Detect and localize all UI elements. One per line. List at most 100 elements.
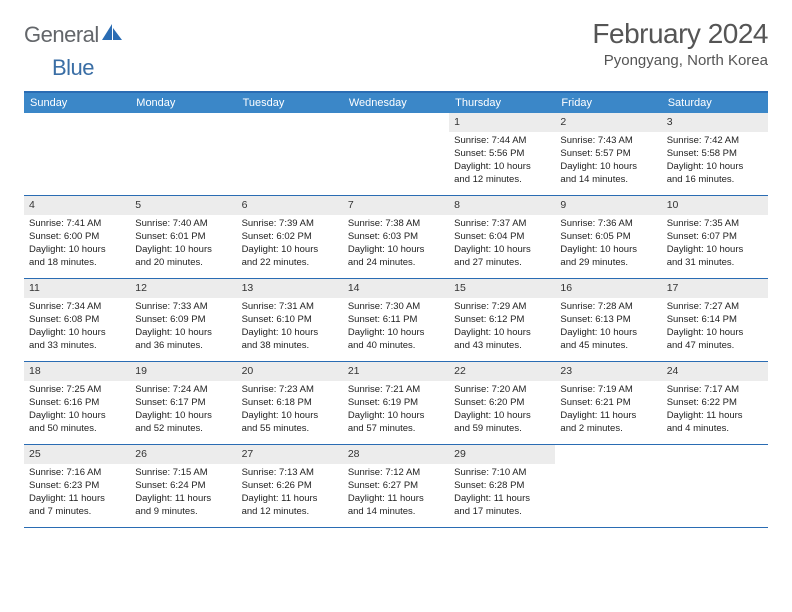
day-number: 24 bbox=[662, 362, 768, 381]
daylight2-text: and 22 minutes. bbox=[242, 257, 338, 269]
empty-cell bbox=[237, 113, 343, 195]
sunset-text: Sunset: 6:10 PM bbox=[242, 314, 338, 326]
day-number: 17 bbox=[662, 279, 768, 298]
sunrise-text: Sunrise: 7:25 AM bbox=[29, 384, 125, 396]
day-header-tuesday: Tuesday bbox=[237, 93, 343, 113]
sunset-text: Sunset: 6:07 PM bbox=[667, 231, 763, 243]
day-cell: 29Sunrise: 7:10 AMSunset: 6:28 PMDayligh… bbox=[449, 445, 555, 527]
day-details: Sunrise: 7:17 AMSunset: 6:22 PMDaylight:… bbox=[662, 381, 768, 442]
day-cell: 9Sunrise: 7:36 AMSunset: 6:05 PMDaylight… bbox=[555, 196, 661, 278]
day-header-thursday: Thursday bbox=[449, 93, 555, 113]
day-header-wednesday: Wednesday bbox=[343, 93, 449, 113]
day-number: 16 bbox=[555, 279, 661, 298]
day-cell: 22Sunrise: 7:20 AMSunset: 6:20 PMDayligh… bbox=[449, 362, 555, 444]
daylight2-text: and 45 minutes. bbox=[560, 340, 656, 352]
day-cell: 3Sunrise: 7:42 AMSunset: 5:58 PMDaylight… bbox=[662, 113, 768, 195]
day-details: Sunrise: 7:24 AMSunset: 6:17 PMDaylight:… bbox=[130, 381, 236, 442]
daylight1-text: Daylight: 10 hours bbox=[348, 410, 444, 422]
day-number: 29 bbox=[449, 445, 555, 464]
daylight2-text: and 4 minutes. bbox=[667, 423, 763, 435]
daylight2-text: and 52 minutes. bbox=[135, 423, 231, 435]
sunset-text: Sunset: 6:08 PM bbox=[29, 314, 125, 326]
day-cell: 25 Sunrise: 7:16 AMSunset: 6:23 PMDayligh… bbox=[24, 445, 130, 527]
day-number: 20 bbox=[237, 362, 343, 381]
day-number: 22 bbox=[449, 362, 555, 381]
daylight2-text: and 27 minutes. bbox=[454, 257, 550, 269]
daylight1-text: Daylight: 10 hours bbox=[29, 327, 125, 339]
sunrise-text: Sunrise: 7:37 AM bbox=[454, 218, 550, 230]
sunrise-text: Sunrise: 7:16 AM bbox=[29, 467, 125, 479]
daylight2-text: and 16 minutes. bbox=[667, 174, 763, 186]
day-details: Sunrise: 7:20 AMSunset: 6:20 PMDaylight:… bbox=[449, 381, 555, 442]
daylight2-text: and 38 minutes. bbox=[242, 340, 338, 352]
day-number: 13 bbox=[237, 279, 343, 298]
calendar-grid: Sunday Monday Tuesday Wednesday Thursday… bbox=[24, 91, 768, 528]
day-details: Sunrise: 7:35 AMSunset: 6:07 PMDaylight:… bbox=[662, 215, 768, 276]
sunset-text: Sunset: 6:21 PM bbox=[560, 397, 656, 409]
day-number: 25 bbox=[24, 445, 130, 464]
sunrise-text: Sunrise: 7:40 AM bbox=[135, 218, 231, 230]
sunset-text: Sunset: 6:23 PM bbox=[29, 480, 125, 492]
day-details: Sunrise: 7:12 AMSunset: 6:27 PMDaylight:… bbox=[343, 464, 449, 525]
daylight1-text: Daylight: 10 hours bbox=[348, 327, 444, 339]
day-number: 23 bbox=[555, 362, 661, 381]
sunrise-text: Sunrise: 7:13 AM bbox=[242, 467, 338, 479]
sunset-text: Sunset: 5:56 PM bbox=[454, 148, 550, 160]
sunrise-text: Sunrise: 7:27 AM bbox=[667, 301, 763, 313]
day-details: Sunrise: 7:21 AMSunset: 6:19 PMDaylight:… bbox=[343, 381, 449, 442]
sunrise-text: Sunrise: 7:33 AM bbox=[135, 301, 231, 313]
sunrise-text: Sunrise: 7:20 AM bbox=[454, 384, 550, 396]
day-details: Sunrise: 7:13 AMSunset: 6:26 PMDaylight:… bbox=[237, 464, 343, 525]
daylight1-text: Daylight: 10 hours bbox=[348, 244, 444, 256]
daylight2-text: and 40 minutes. bbox=[348, 340, 444, 352]
sunrise-text: Sunrise: 7:42 AM bbox=[667, 135, 763, 147]
daylight1-text: Daylight: 10 hours bbox=[667, 244, 763, 256]
day-details: Sunrise: 7:43 AMSunset: 5:57 PMDaylight:… bbox=[555, 132, 661, 193]
daylight2-text: and 50 minutes. bbox=[29, 423, 125, 435]
sunset-text: Sunset: 6:20 PM bbox=[454, 397, 550, 409]
sunrise-text: Sunrise: 7:34 AM bbox=[29, 301, 125, 313]
sunrise-text: Sunrise: 7:10 AM bbox=[454, 467, 550, 479]
day-cell: 19Sunrise: 7:24 AMSunset: 6:17 PMDayligh… bbox=[130, 362, 236, 444]
day-number: 27 bbox=[237, 445, 343, 464]
day-cell: 24Sunrise: 7:17 AMSunset: 6:22 PMDayligh… bbox=[662, 362, 768, 444]
day-cell: 8Sunrise: 7:37 AMSunset: 6:04 PMDaylight… bbox=[449, 196, 555, 278]
logo: General bbox=[24, 22, 123, 48]
day-details: Sunrise: 7:34 AMSunset: 6:08 PMDaylight:… bbox=[24, 298, 130, 359]
day-number: 14 bbox=[343, 279, 449, 298]
sunrise-text: Sunrise: 7:28 AM bbox=[560, 301, 656, 313]
day-cell: 28Sunrise: 7:12 AMSunset: 6:27 PMDayligh… bbox=[343, 445, 449, 527]
daylight2-text: and 31 minutes. bbox=[667, 257, 763, 269]
day-number: 8 bbox=[449, 196, 555, 215]
logo-text-blue: Blue bbox=[52, 55, 94, 80]
day-details: Sunrise: 7:36 AMSunset: 6:05 PMDaylight:… bbox=[555, 215, 661, 276]
day-number: 9 bbox=[555, 196, 661, 215]
sunset-text: Sunset: 6:12 PM bbox=[454, 314, 550, 326]
day-details: Sunrise: 7:10 AMSunset: 6:28 PMDaylight:… bbox=[449, 464, 555, 525]
daylight1-text: Daylight: 11 hours bbox=[29, 493, 125, 505]
day-details: Sunrise: 7:42 AMSunset: 5:58 PMDaylight:… bbox=[662, 132, 768, 193]
daylight2-text: and 47 minutes. bbox=[667, 340, 763, 352]
daylight2-text: and 59 minutes. bbox=[454, 423, 550, 435]
sunrise-text: Sunrise: 7:23 AM bbox=[242, 384, 338, 396]
daylight1-text: Daylight: 10 hours bbox=[135, 327, 231, 339]
sunrise-text: Sunrise: 7:29 AM bbox=[454, 301, 550, 313]
sunset-text: Sunset: 6:26 PM bbox=[242, 480, 338, 492]
daylight1-text: Daylight: 11 hours bbox=[454, 493, 550, 505]
month-title: February 2024 bbox=[592, 18, 768, 50]
daylight2-text: and 43 minutes. bbox=[454, 340, 550, 352]
daylight1-text: Daylight: 11 hours bbox=[135, 493, 231, 505]
sunset-text: Sunset: 6:17 PM bbox=[135, 397, 231, 409]
daylight2-text: and 14 minutes. bbox=[560, 174, 656, 186]
daylight1-text: Daylight: 10 hours bbox=[242, 410, 338, 422]
daylight1-text: Daylight: 10 hours bbox=[454, 161, 550, 173]
sunrise-text: Sunrise: 7:24 AM bbox=[135, 384, 231, 396]
empty-cell bbox=[555, 445, 661, 527]
day-number: 26 bbox=[130, 445, 236, 464]
logo-sail-icon bbox=[101, 24, 123, 47]
day-number: 18 bbox=[24, 362, 130, 381]
sunset-text: Sunset: 6:19 PM bbox=[348, 397, 444, 409]
sunset-text: Sunset: 5:58 PM bbox=[667, 148, 763, 160]
daylight1-text: Daylight: 10 hours bbox=[560, 244, 656, 256]
daylight1-text: Daylight: 11 hours bbox=[348, 493, 444, 505]
